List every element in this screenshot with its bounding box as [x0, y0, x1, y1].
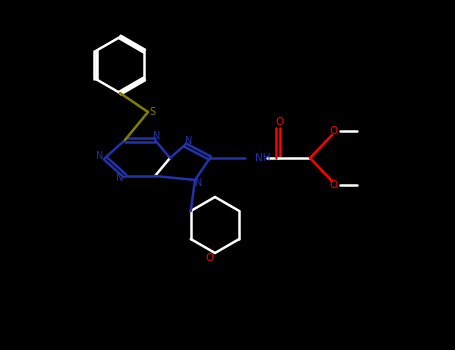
- Text: N: N: [153, 131, 161, 141]
- Text: S: S: [149, 107, 155, 117]
- Text: N: N: [96, 151, 104, 161]
- Text: N: N: [195, 178, 202, 188]
- Text: N: N: [185, 136, 192, 146]
- Text: N: N: [116, 173, 124, 183]
- Text: NH: NH: [255, 153, 271, 163]
- Text: O: O: [276, 117, 284, 127]
- Text: O: O: [330, 180, 338, 190]
- Text: O: O: [330, 126, 338, 136]
- Text: O: O: [205, 253, 213, 263]
